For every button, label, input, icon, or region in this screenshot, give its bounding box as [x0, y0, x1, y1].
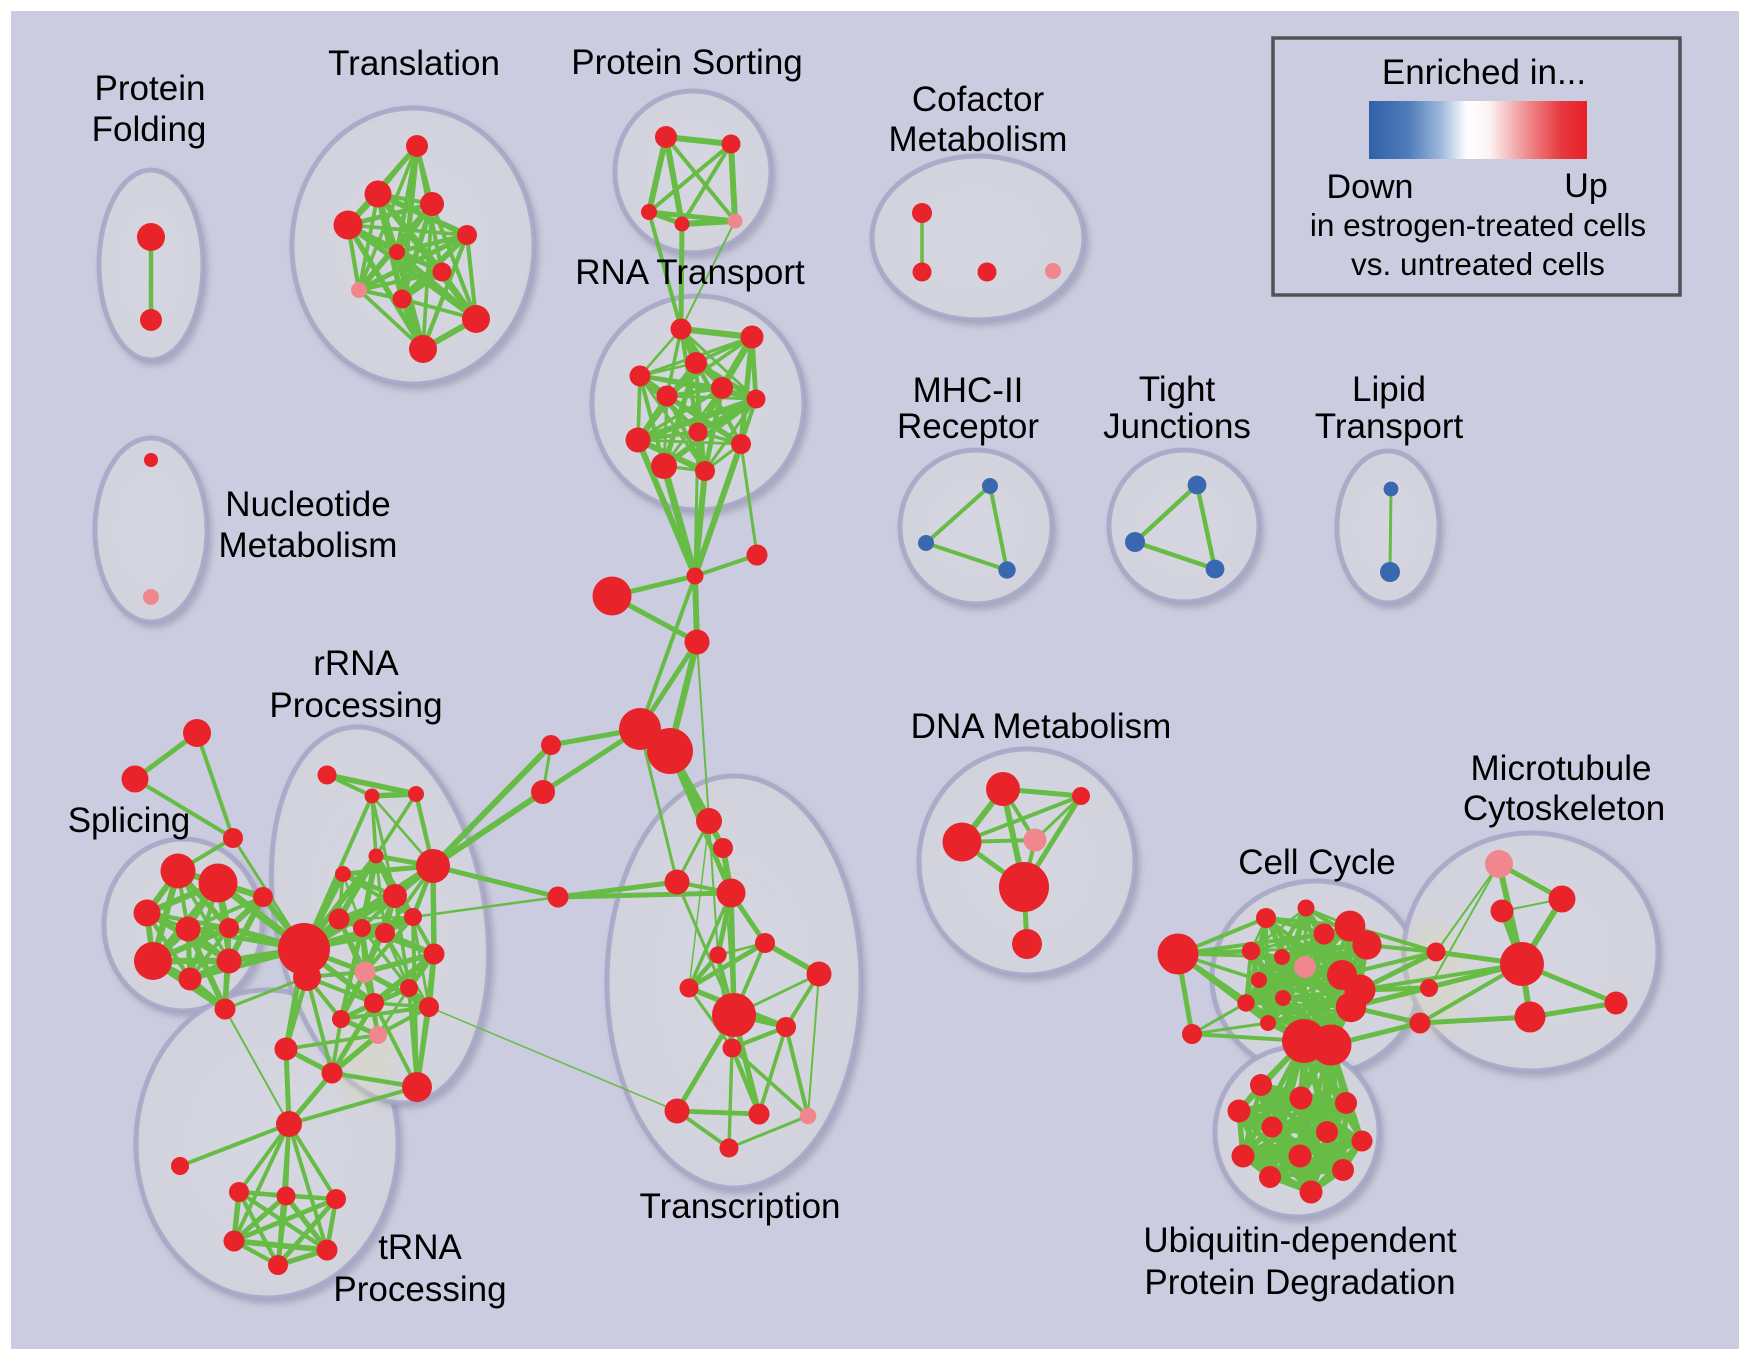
svg-text:Microtubule: Microtubule [1471, 749, 1652, 788]
svg-text:Protein: Protein [95, 69, 206, 108]
svg-text:Processing: Processing [269, 686, 442, 725]
svg-text:Ubiquitin-dependent: Ubiquitin-dependent [1143, 1221, 1457, 1260]
svg-text:Splicing: Splicing [68, 801, 191, 840]
svg-text:Metabolism: Metabolism [889, 120, 1068, 159]
svg-text:Cofactor: Cofactor [912, 80, 1045, 119]
svg-text:Protein Degradation: Protein Degradation [1144, 1263, 1455, 1302]
svg-text:Protein Sorting: Protein Sorting [571, 43, 803, 82]
svg-text:Metabolism: Metabolism [219, 526, 398, 565]
svg-text:Junctions: Junctions [1103, 407, 1251, 446]
svg-text:Folding: Folding [92, 110, 207, 149]
svg-text:Tight: Tight [1139, 370, 1216, 409]
svg-text:Transport: Transport [1315, 407, 1464, 446]
svg-text:Receptor: Receptor [897, 407, 1039, 446]
svg-text:RNA Transport: RNA Transport [575, 253, 805, 292]
svg-text:Cell Cycle: Cell Cycle [1238, 843, 1396, 882]
svg-text:Lipid: Lipid [1352, 370, 1426, 409]
svg-text:vs. untreated cells: vs. untreated cells [1351, 246, 1605, 282]
svg-text:Cytoskeleton: Cytoskeleton [1463, 789, 1665, 828]
svg-text:DNA Metabolism: DNA Metabolism [911, 707, 1172, 746]
svg-text:Down: Down [1327, 168, 1414, 206]
svg-text:Translation: Translation [328, 44, 500, 83]
svg-text:Up: Up [1564, 167, 1607, 205]
svg-text:Transcription: Transcription [640, 1187, 841, 1226]
svg-text:Nucleotide: Nucleotide [225, 485, 390, 524]
svg-text:Processing: Processing [333, 1270, 506, 1309]
svg-text:MHC-II: MHC-II [913, 371, 1024, 410]
svg-text:Enriched in...: Enriched in... [1382, 53, 1586, 92]
svg-text:in estrogen-treated cells: in estrogen-treated cells [1310, 207, 1646, 243]
svg-text:rRNA: rRNA [313, 644, 399, 683]
svg-text:tRNA: tRNA [378, 1228, 462, 1267]
